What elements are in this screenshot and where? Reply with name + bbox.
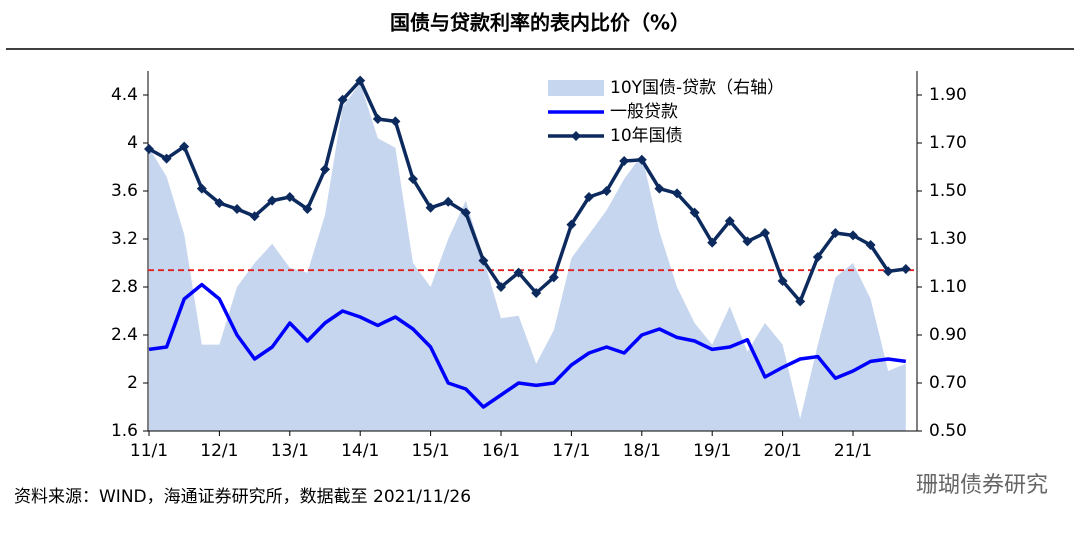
- series-marker: [513, 267, 524, 278]
- y2-tick-label: 0.70: [929, 373, 967, 393]
- y2-tick-label: 1.10: [929, 277, 967, 297]
- series-marker: [584, 192, 594, 202]
- series-marker: [707, 237, 718, 248]
- series-marker: [425, 202, 436, 213]
- series-marker: [742, 236, 753, 247]
- y2-tick-label: 1.70: [929, 133, 967, 153]
- series-marker: [883, 266, 894, 277]
- x-tick-label: 19/1: [693, 441, 731, 461]
- series-marker: [865, 240, 876, 250]
- y2-tick-label: 1.50: [929, 181, 967, 201]
- x-tick-label: 16/1: [482, 441, 520, 461]
- legend-label: 10Y国债-贷款（右轴）: [610, 78, 784, 98]
- y-tick-label: 2: [127, 373, 138, 393]
- series-marker: [548, 272, 559, 283]
- series-marker: [179, 141, 190, 152]
- y-tick-label: 3.2: [111, 229, 138, 249]
- x-tick-label: 14/1: [341, 441, 379, 461]
- series-marker: [496, 282, 506, 292]
- watermark: 珊瑚债券研究: [916, 473, 1048, 498]
- series-marker: [460, 207, 471, 218]
- series-marker: [724, 216, 735, 226]
- legend-label: 一般贷款: [610, 102, 678, 122]
- series-marker: [267, 195, 278, 206]
- series-marker: [372, 114, 383, 124]
- series-line: [148, 282, 907, 409]
- series-marker: [214, 198, 225, 208]
- series-marker: [830, 228, 841, 238]
- series-marker: [531, 288, 542, 298]
- spread-area: [149, 83, 906, 431]
- y-tick-label: 2.4: [111, 325, 138, 345]
- legend-label: 10年国债: [610, 126, 683, 146]
- series-marker: [654, 183, 665, 194]
- y2-tick-label: 1.30: [929, 229, 967, 249]
- x-tick-label: 13/1: [271, 441, 309, 461]
- series-marker: [566, 219, 577, 230]
- series-marker: [320, 164, 330, 175]
- y-tick-label: 3.6: [111, 181, 138, 201]
- x-tick-label: 11/1: [130, 441, 168, 461]
- series-marker: [672, 188, 682, 199]
- x-tick-label: 15/1: [412, 441, 450, 461]
- y-tick-label: 1.6: [111, 421, 138, 441]
- series-marker: [848, 230, 858, 241]
- series-marker: [812, 252, 823, 262]
- series-marker: [302, 204, 313, 214]
- series-marker: [443, 196, 454, 207]
- series-marker: [249, 211, 260, 222]
- x-tick-label: 17/1: [552, 441, 590, 461]
- series-marker: [619, 156, 630, 166]
- chart-title: 国债与贷款利率的表内比价（%）: [390, 11, 690, 35]
- x-tick-label: 12/1: [200, 441, 238, 461]
- series-marker: [636, 154, 647, 165]
- series-marker: [601, 186, 612, 196]
- legend-marker: [571, 131, 581, 141]
- series-marker: [284, 192, 295, 202]
- series-marker: [795, 296, 806, 307]
- series-marker: [390, 116, 401, 127]
- y-tick-label: 2.8: [111, 277, 138, 297]
- series-marker: [196, 183, 207, 194]
- x-tick-label: 20/1: [764, 441, 802, 461]
- series-marker: [355, 75, 366, 86]
- source-note: 资料来源：WIND，海通证券研究所，数据截至 2021/11/26: [14, 487, 471, 507]
- series-marker: [144, 144, 154, 154]
- y2-tick-label: 0.50: [929, 421, 967, 441]
- series-marker: [408, 174, 418, 184]
- series-marker: [689, 207, 700, 218]
- series-marker: [760, 228, 770, 238]
- series-marker: [900, 264, 911, 274]
- y2-tick-label: 1.90: [929, 85, 967, 105]
- legend-swatch: [548, 80, 604, 96]
- series-marker: [232, 204, 242, 214]
- y2-tick-label: 0.90: [929, 325, 967, 345]
- series-marker: [777, 276, 788, 286]
- series-marker: [161, 153, 172, 164]
- y-tick-label: 4: [127, 133, 138, 153]
- series-marker: [337, 94, 348, 105]
- x-tick-label: 18/1: [623, 441, 661, 461]
- y-tick-label: 4.4: [111, 85, 138, 105]
- series-marker: [478, 255, 489, 266]
- x-tick-label: 21/1: [834, 441, 872, 461]
